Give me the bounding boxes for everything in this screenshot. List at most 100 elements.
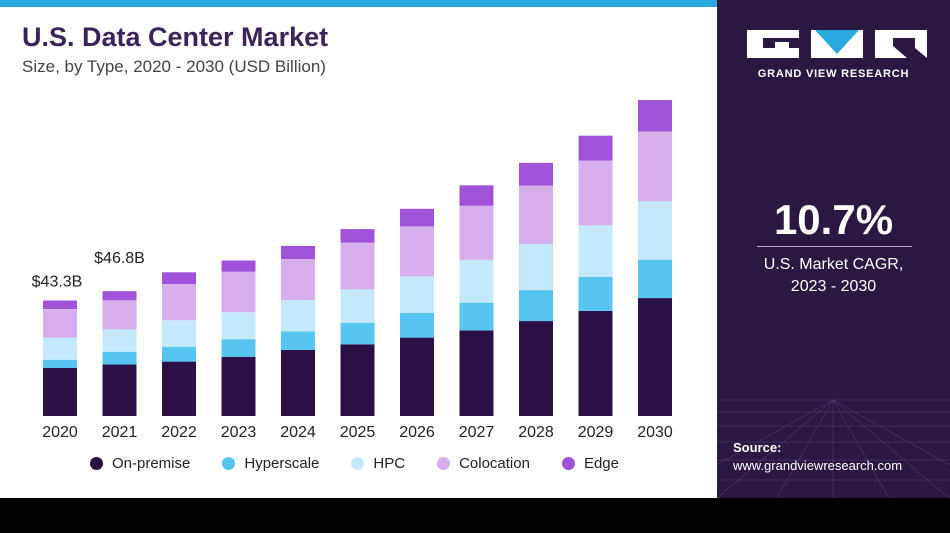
legend-swatch-edge [561,457,575,470]
cagr-value: 10.7% [773,196,894,243]
bar-colocation-2030 [638,131,672,202]
legend-item-edge: Edge [561,455,619,472]
bar-colocation-2020 [43,309,77,338]
bar-edge-2024 [281,245,315,259]
bar-hyperscale-2020 [43,359,77,368]
x-tick-label-2021: 2021 [102,424,138,441]
chart-legend: On-premise Hyperscale HPC Colocation Edg… [90,455,651,472]
bar-hpc-2026 [400,276,434,313]
bar-hyperscale-2028 [519,290,553,321]
chart-title: U.S. Data Center Market [22,22,329,52]
bar-edge-2023 [221,260,256,272]
cagr-label-line1: U.S. Market CAGR, [763,256,904,273]
bar-colocation-2028 [519,185,553,244]
x-tick-label-2029: 2029 [578,424,614,441]
legend-item-hpc: HPC [351,455,405,472]
brand-name: GRAND VIEW RESEARCH [757,68,910,80]
bar-edge-2028 [519,162,553,186]
x-tick-label-2020: 2020 [42,424,78,441]
bar-hyperscale-2027 [459,302,494,331]
bar-colocation-2021 [102,300,137,330]
legend-label-on-premise: On-premise [112,455,191,472]
bar-edge-2027 [459,185,494,206]
chart-subtitle: Size, by Type, 2020 - 2030 (USD Billion) [22,57,326,76]
bar-hyperscale-2022 [162,346,196,362]
stacked-bar-chart: $43.3B$46.8B 2020 2021 2022 2023 2024 2025 202… [32,100,673,441]
data-label-2021: $46.8B [94,250,145,267]
legend-swatch-colocation [437,457,451,470]
source-url: www.grandviewresearch.com [733,458,903,473]
cagr-label: U.S. Market CAGR, 2023 - 2030 [717,254,950,298]
bar-hpc-2027 [459,259,494,303]
bar-colocation-2027 [459,205,494,260]
bar-hpc-2020 [43,337,77,360]
bar-on-premise-2021 [102,364,137,416]
bar-edge-2022 [162,272,196,284]
legend-label-edge: Edge [583,455,619,472]
bar-on-premise-2020 [43,368,77,416]
bar-hpc-2028 [519,244,553,291]
bar-edge-2020 [43,300,77,309]
bar-colocation-2029 [578,160,613,226]
decorative-grid [717,399,950,498]
bar-colocation-2022 [162,284,196,321]
bar-edge-2029 [578,135,613,161]
legend-label-hpc: HPC [373,455,406,472]
bar-edge-2030 [638,100,672,132]
bar-hyperscale-2021 [102,351,137,365]
bar-hpc-2029 [578,225,613,277]
summary-panel: GRAND VIEW RESEARCH 10.7% U.S. Market CA… [717,0,950,498]
bar-edge-2026 [400,208,434,227]
bar-colocation-2023 [221,271,256,313]
bar-hpc-2021 [102,329,137,352]
bar-on-premise-2028 [519,321,553,416]
bar-hpc-2022 [162,320,196,347]
data-label-2020: $43.3B [32,274,83,291]
x-tick-label-2030: 2030 [637,424,673,441]
x-axis-ticks: 2020 2021 2022 2023 2024 2025 2026 2027 2028 2029… [42,424,673,441]
bar-hyperscale-2023 [221,339,256,357]
bar-on-premise-2024 [281,349,315,416]
bar-on-premise-2030 [638,298,672,416]
x-tick-label-2024: 2024 [280,424,316,441]
bar-colocation-2026 [400,226,434,277]
bar-edge-2025 [340,229,375,243]
legend-swatch-hyperscale [222,457,236,470]
bars-group [43,100,672,416]
bar-colocation-2025 [340,242,375,290]
legend-item-colocation: Colocation [437,455,530,472]
gvr-logo-icon [747,30,927,58]
bar-hyperscale-2030 [638,259,672,299]
cagr-label-line2: 2023 - 2030 [790,278,877,295]
bar-hpc-2024 [281,300,315,332]
bar-on-premise-2029 [578,310,613,416]
bar-hpc-2030 [638,201,672,260]
bar-hyperscale-2024 [281,331,315,350]
top-accent-strip [0,0,717,7]
legend-swatch-on-premise [90,457,103,470]
bar-hyperscale-2029 [578,276,613,311]
data-labels-group: $43.3B $46.8B [32,250,145,290]
bar-colocation-2024 [281,258,315,300]
bar-edge-2021 [102,291,137,301]
x-tick-label-2027: 2027 [459,424,495,441]
bar-on-premise-2023 [221,356,256,416]
source-label: Source: [733,440,782,455]
x-tick-label-2023: 2023 [221,424,257,441]
legend-item-on-premise: On-premise [90,455,190,472]
x-tick-label-2026: 2026 [399,424,435,441]
x-tick-label-2022: 2022 [161,424,197,441]
bar-hyperscale-2025 [340,322,375,345]
bar-hpc-2025 [340,289,375,323]
legend-label-hyperscale: Hyperscale [244,455,320,472]
x-tick-label-2028: 2028 [518,424,554,441]
legend-swatch-hpc [351,457,365,470]
bar-on-premise-2022 [162,361,196,416]
legend-item-hyperscale: Hyperscale [222,455,319,472]
bar-on-premise-2025 [340,344,375,416]
bar-on-premise-2027 [459,330,494,416]
infographic-frame: U.S. Data Center Market Size, by Type, 2… [0,0,950,498]
bar-on-premise-2026 [400,337,434,416]
x-tick-label-2025: 2025 [340,424,376,441]
cagr-divider [757,246,912,247]
